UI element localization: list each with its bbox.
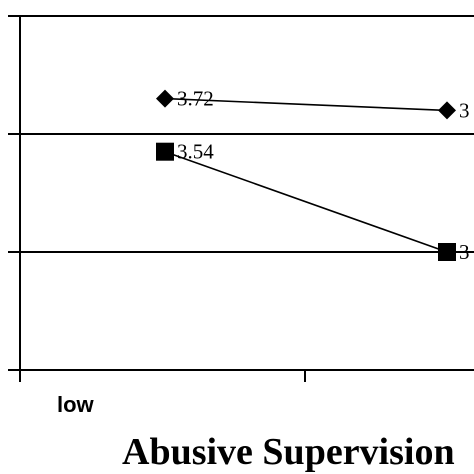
data-label: 3	[459, 240, 470, 264]
square-marker	[156, 142, 174, 161]
series-line-square	[164, 150, 448, 253]
square-marker	[438, 243, 456, 261]
axes	[8, 16, 474, 382]
series-line-diamond	[164, 97, 448, 112]
diamond-marker	[438, 101, 456, 120]
diamond-marker	[156, 89, 174, 108]
data-label: 3.72	[177, 87, 214, 111]
data-label: 3.54	[177, 140, 214, 164]
x-axis-title: Abusive Supervision	[122, 431, 455, 473]
series-lines	[156, 89, 456, 261]
grid-lines	[8, 15, 474, 253]
x-tick-label: low	[57, 392, 95, 417]
data-label: 3	[459, 98, 470, 122]
data-labels: 3.72 3 3.54 3	[177, 87, 470, 264]
